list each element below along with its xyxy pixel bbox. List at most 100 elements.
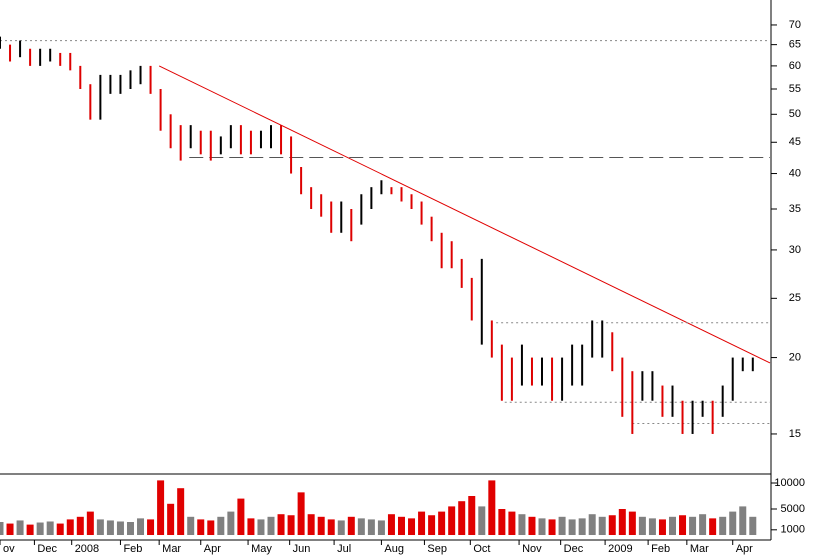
volume-bar	[608, 515, 616, 536]
volume-bar	[438, 511, 446, 536]
volume-bar	[387, 514, 395, 536]
volume-bar	[679, 515, 687, 536]
volume-bar	[628, 511, 636, 536]
x-tick-label: Jul	[337, 543, 351, 555]
volume-bar	[157, 480, 165, 536]
volume-bar	[197, 519, 205, 536]
y-tick-label: 20	[789, 351, 801, 363]
x-tick-label: Aug	[384, 543, 404, 555]
volume-bar	[317, 516, 325, 536]
volume-bar	[66, 519, 74, 536]
volume-bar	[106, 520, 114, 536]
y-tick-label: 55	[789, 83, 801, 95]
volume-bar	[6, 523, 14, 536]
y-tick-label: 5000	[781, 503, 805, 515]
x-tick-label: Oct	[473, 543, 490, 555]
y-tick-label: 35	[789, 203, 801, 215]
volume-bar	[227, 511, 235, 536]
y-tick-label: 10000	[774, 477, 805, 489]
volume-bar	[458, 501, 466, 536]
volume-bar	[658, 519, 666, 536]
volume-bar	[287, 515, 295, 536]
y-tick-label: 30	[789, 244, 801, 256]
volume-bar	[116, 521, 124, 536]
volume-bar	[16, 520, 24, 536]
y-tick-label: 50	[789, 108, 801, 120]
volume-bar	[468, 496, 476, 536]
volume-bar	[36, 522, 44, 536]
volume-bar	[397, 516, 405, 536]
x-tick-label: 2009	[608, 543, 632, 555]
volume-bar	[638, 516, 646, 536]
volume-bar	[297, 492, 305, 536]
volume-bar	[418, 511, 426, 536]
volume-bar	[247, 518, 255, 536]
volume-bar	[367, 519, 375, 536]
volume-bar	[307, 514, 315, 536]
volume-bar	[56, 523, 64, 536]
volume-bar	[578, 518, 586, 536]
volume-bar	[177, 488, 185, 536]
volume-bar	[147, 519, 155, 536]
volume-bar	[749, 516, 757, 536]
volume-bar	[588, 514, 596, 536]
volume-bar	[347, 516, 355, 536]
volume-bar	[739, 506, 747, 536]
volume-bar	[709, 518, 717, 536]
volume-bar	[0, 522, 4, 536]
volume-bar	[96, 519, 104, 536]
volume-bar	[598, 516, 606, 536]
volume-bar	[568, 519, 576, 536]
volume-bar	[237, 498, 245, 536]
volume-bar	[448, 506, 456, 536]
x-tick-label: Dec	[37, 543, 57, 555]
volume-bar	[257, 519, 265, 536]
x-tick-label: Sep	[427, 543, 447, 555]
x-tick-label: Dec	[564, 543, 584, 555]
x-tick-label: Feb	[651, 543, 670, 555]
volume-bar	[618, 509, 626, 536]
y-tick-label: 25	[789, 292, 801, 304]
x-tick-label: 2008	[75, 543, 99, 555]
volume-bar	[126, 522, 134, 536]
x-tick-label: Apr	[204, 543, 221, 555]
volume-bar	[558, 516, 566, 536]
volume-bar	[26, 524, 34, 536]
x-tick-label: Mar	[690, 543, 709, 555]
x-tick-label: Feb	[123, 543, 142, 555]
x-tick-label: ov	[3, 543, 15, 555]
volume-bar	[498, 509, 506, 536]
volume-bar	[408, 518, 416, 536]
y-tick-label: 15	[789, 428, 801, 440]
y-tick-label: 70	[789, 19, 801, 31]
volume-bar	[729, 511, 737, 536]
volume-bar	[46, 521, 54, 536]
x-tick-label: Apr	[736, 543, 753, 555]
volume-bar	[508, 511, 516, 536]
volume-bar	[167, 503, 175, 536]
volume-bar	[337, 520, 345, 536]
volume-bar	[689, 516, 697, 536]
volume-bar	[548, 519, 556, 536]
volume-bar	[267, 516, 275, 536]
volume-bar	[719, 516, 727, 536]
y-tick-label: 1000	[781, 524, 805, 536]
volume-bar	[86, 511, 94, 536]
y-tick-label: 60	[789, 60, 801, 72]
volume-bar	[538, 518, 546, 536]
volume-bar	[528, 516, 536, 536]
x-tick-label: Nov	[522, 543, 542, 555]
volume-bar	[699, 514, 707, 536]
x-tick-label: Mar	[162, 543, 181, 555]
volume-bar	[488, 480, 496, 536]
volume-bar	[357, 518, 365, 536]
reference-line	[158, 65, 771, 364]
volume-bar	[327, 519, 335, 536]
volume-bar	[76, 516, 84, 536]
x-tick-label: Jun	[293, 543, 311, 555]
volume-bar	[428, 515, 436, 536]
volume-bar	[207, 520, 215, 536]
